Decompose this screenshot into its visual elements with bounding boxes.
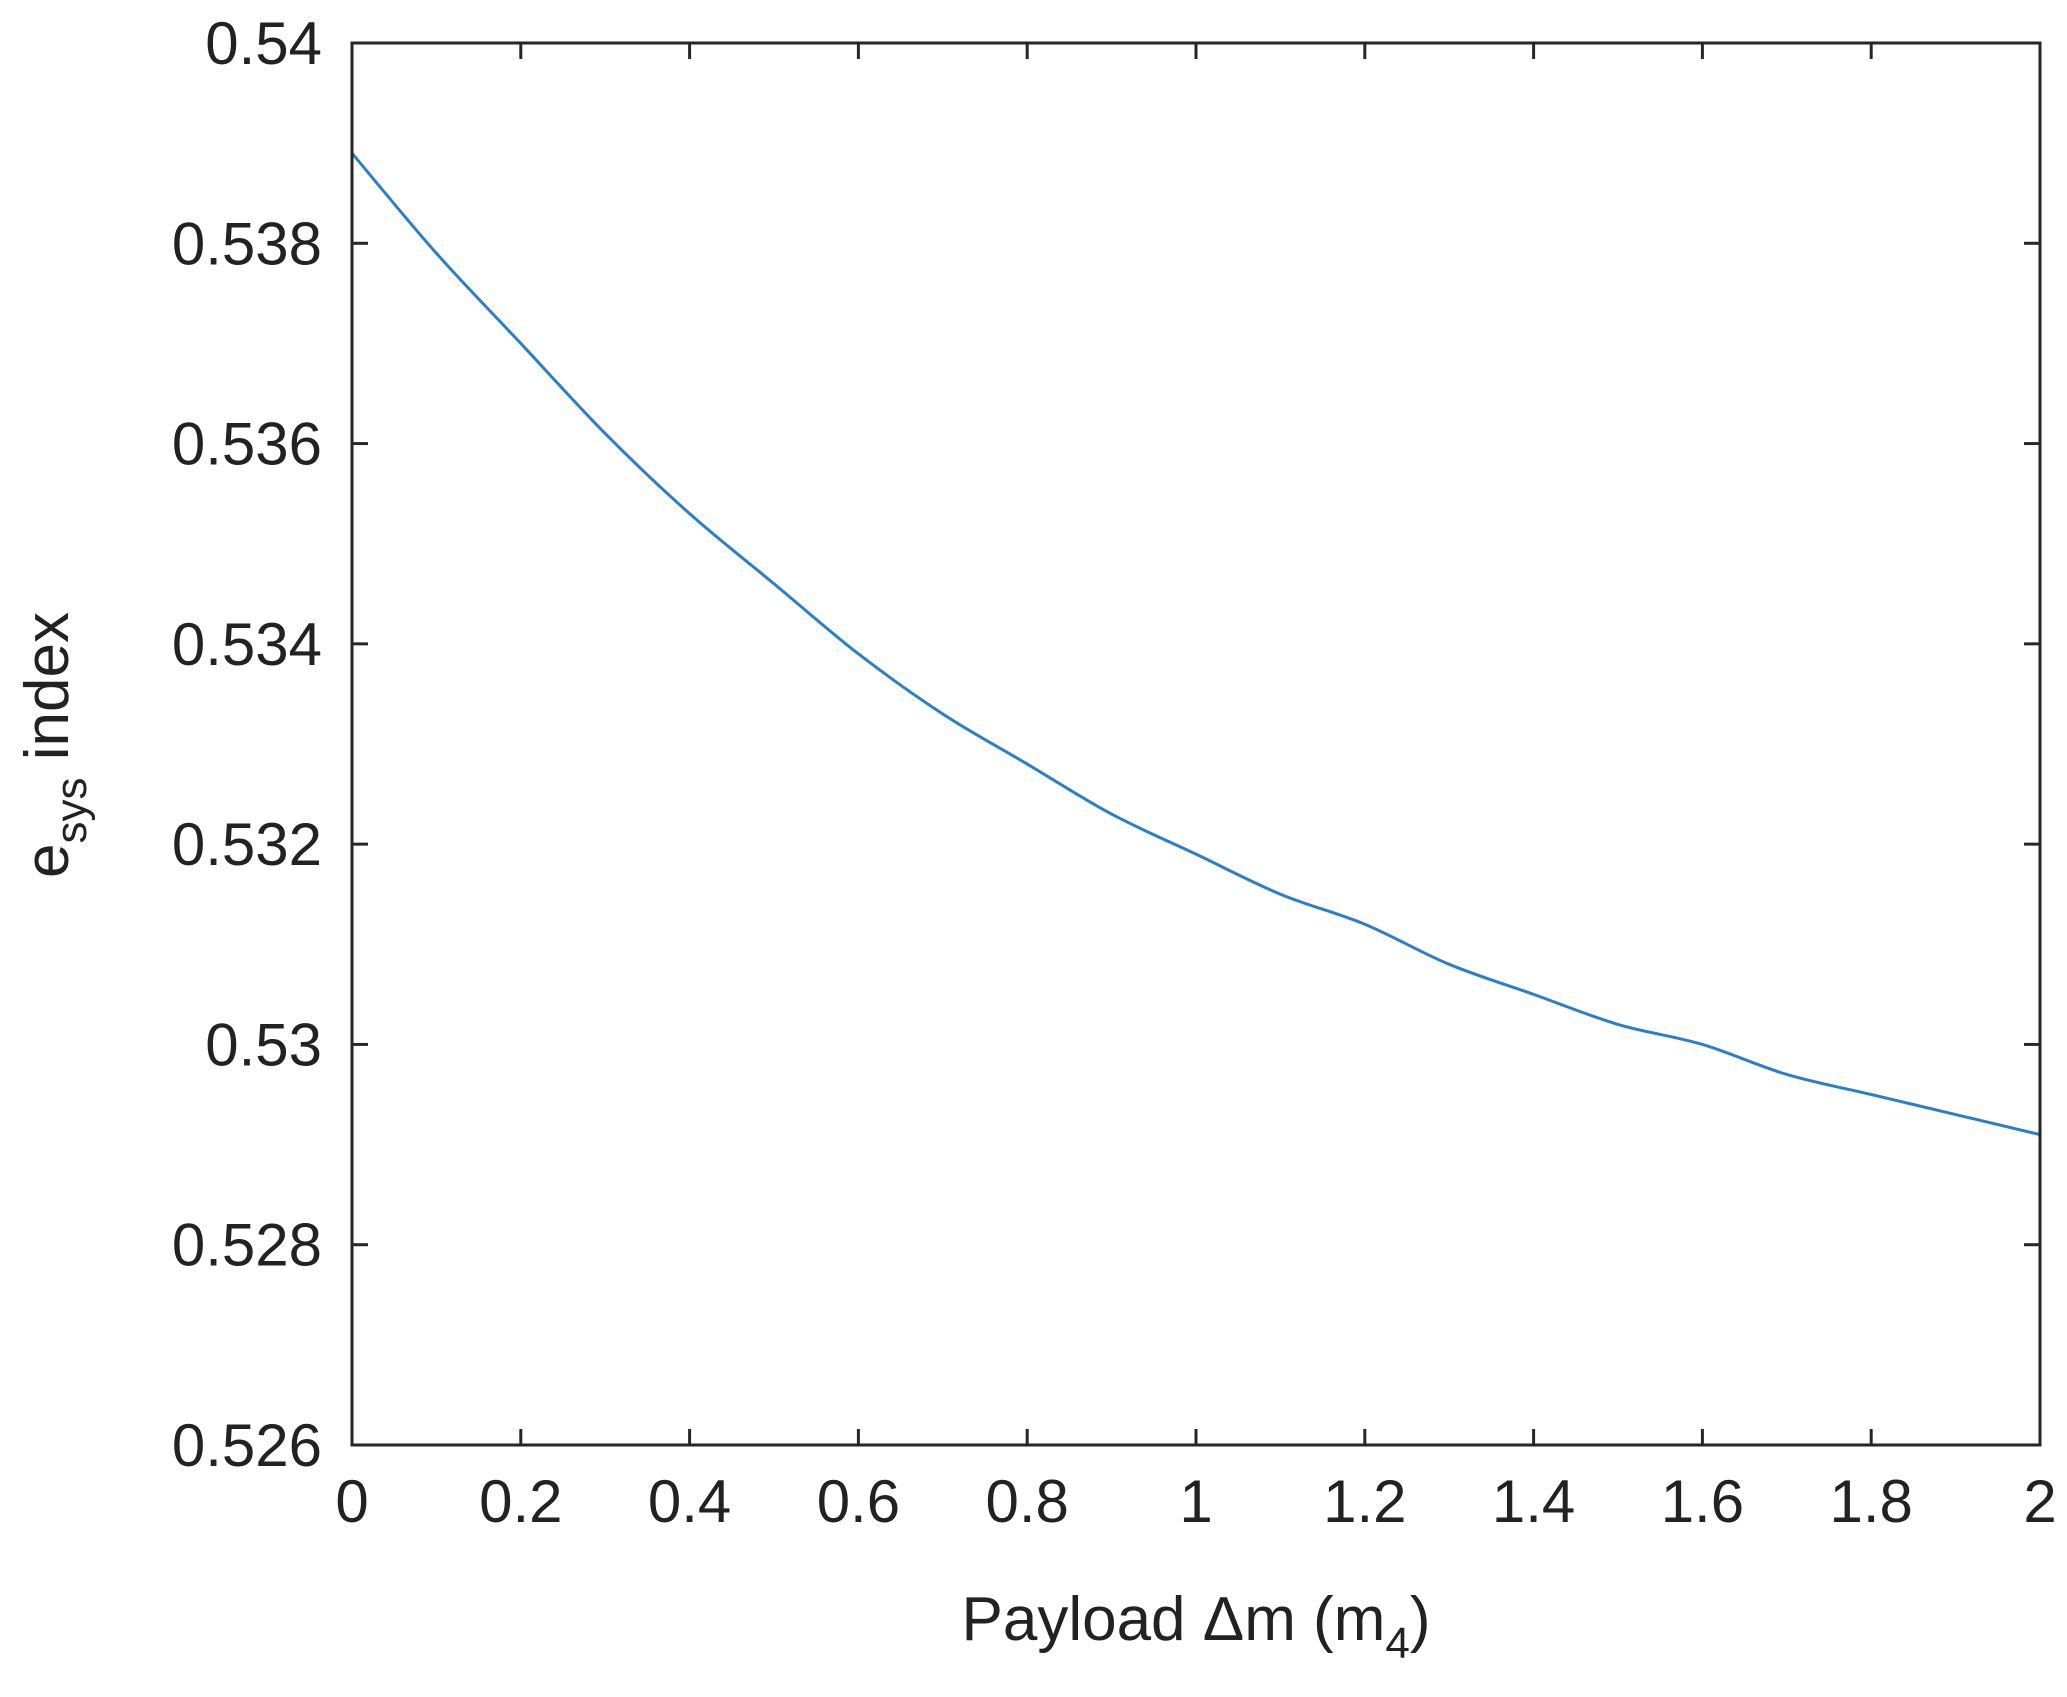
x-tick-label: 1.6 [1661, 1468, 1744, 1535]
y-axis-label: esys index [13, 612, 96, 878]
x-axis-label-suffix: ) [1410, 1585, 1431, 1654]
x-tick-label: 0.2 [479, 1468, 562, 1535]
x-tick-label: 0 [335, 1468, 368, 1535]
y-tick-label: 0.526 [172, 1412, 322, 1479]
x-tick-label: 1.4 [1492, 1468, 1575, 1535]
y-tick-label: 0.538 [172, 210, 322, 277]
y-axis-label-subscript: sys [47, 777, 96, 843]
y-tick-label: 0.54 [205, 10, 322, 77]
x-tick-label: 0.6 [817, 1468, 900, 1535]
y-tick-labels: 0.526 0.528 0.53 0.532 0.534 0.536 0.538 0.54 [172, 10, 322, 1479]
x-axis-label-middle: m (m [1244, 1585, 1385, 1654]
y-tick-label: 0.534 [172, 611, 322, 678]
x-tick-label: 2 [2023, 1468, 2056, 1535]
x-axis-label-prefix: Payload [961, 1585, 1202, 1654]
x-tick-label: 1.8 [1829, 1468, 1912, 1535]
y-axis-label-suffix: index [13, 612, 82, 777]
y-axis-label-prefix: e [13, 843, 82, 877]
x-axis-label-subscript: 4 [1385, 1619, 1409, 1668]
delta-symbol: Δ [1203, 1585, 1244, 1654]
x-axis-label: Payload Δm (m4) [961, 1585, 1430, 1668]
x-tick-label: 1 [1179, 1468, 1212, 1535]
series-layer [350, 152, 2041, 1137]
plot-frame [350, 41, 2042, 1447]
y-tick-label: 0.536 [172, 411, 322, 478]
x-tick-label: 0.8 [985, 1468, 1068, 1535]
y-tick-label: 0.528 [172, 1212, 322, 1279]
x-tick-labels: 0 0.2 0.4 0.6 0.8 1 1.2 1.4 1.6 1.8 2 [335, 1468, 2056, 1535]
y-tick-label: 0.532 [172, 811, 322, 878]
x-tick-label: 1.2 [1323, 1468, 1406, 1535]
series-line [350, 152, 2041, 1137]
y-tick-label: 0.53 [205, 1011, 322, 1078]
x-tick-label: 0.4 [648, 1468, 731, 1535]
